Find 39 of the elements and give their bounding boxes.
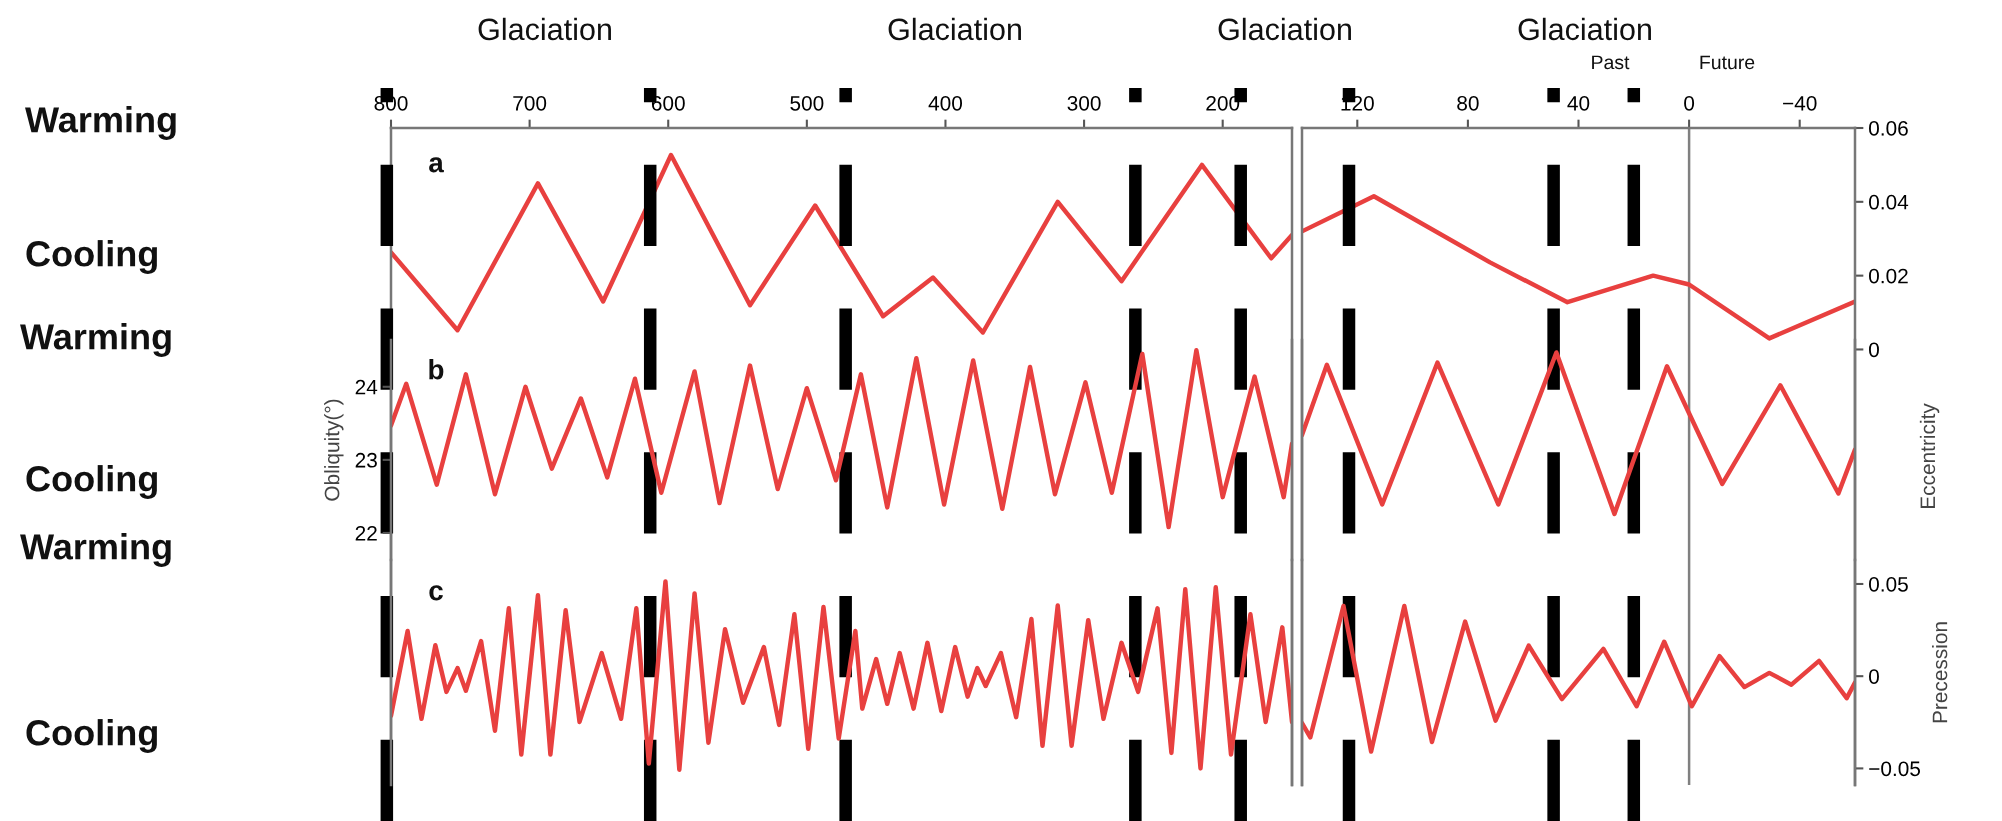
text: Past — [1592, 55, 1630, 70]
annotation: c — [429, 585, 443, 601]
x-tick-label: 40 — [1567, 95, 1590, 111]
text: Cooling — [26, 719, 157, 753]
line-series — [1302, 603, 1855, 754]
x-tick-label: 400 — [928, 95, 963, 111]
y-axis-title: Obliquity(°) — [324, 399, 344, 501]
text: Future — [1700, 55, 1755, 70]
x-tick-label: 80 — [1457, 95, 1479, 111]
x-tick-label: 500 — [790, 95, 824, 111]
x-tick-label: −40 — [1783, 95, 1817, 111]
text: Glaciation — [1218, 17, 1351, 41]
text: Warming — [25, 106, 176, 140]
y-tick-label: 0.04 — [1869, 194, 1909, 210]
y-tick-label: 22 — [355, 525, 377, 541]
y-axis-title: Precession — [1932, 622, 1948, 723]
text: Warming — [20, 533, 171, 567]
y-tick-label: 0.06 — [1869, 121, 1908, 136]
y-tick-label: −0.05 — [1869, 761, 1921, 777]
text: Warming — [20, 323, 171, 357]
line-series — [391, 348, 1292, 530]
y-tick-label: 0.05 — [1869, 576, 1908, 592]
line-series — [1302, 194, 1855, 341]
x-tick-label: 300 — [1067, 95, 1101, 111]
y-tick-label: 24 — [355, 379, 378, 395]
x-tick-label: 700 — [513, 95, 547, 111]
text: Cooling — [26, 465, 157, 499]
y-tick-label: 0 — [1869, 342, 1879, 358]
text: Cooling — [26, 240, 157, 274]
y-tick-label: 23 — [355, 452, 377, 468]
text: Glaciation — [1518, 17, 1651, 41]
text: Glaciation — [888, 17, 1021, 41]
y-tick-label: 0.02 — [1869, 268, 1908, 284]
x-tick-label: 0 — [1684, 95, 1695, 111]
y-axis-title: Eccentricity — [1919, 403, 1940, 509]
annotation: a — [429, 157, 444, 173]
y-tick-label: 0 — [1869, 669, 1879, 684]
text: Glaciation — [478, 17, 611, 41]
annotation: b — [429, 359, 444, 380]
